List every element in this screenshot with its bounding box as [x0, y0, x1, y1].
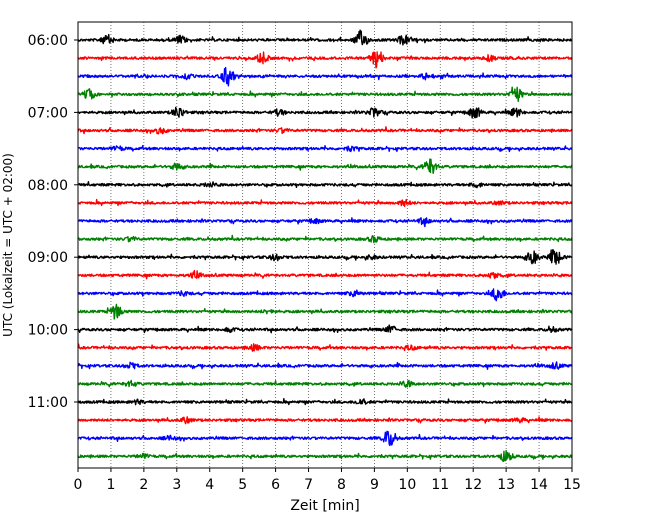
trace-lines — [77, 29, 573, 462]
x-tick-label: 12 — [464, 477, 482, 493]
trace-0930 — [77, 288, 573, 302]
x-tick-label: 14 — [530, 477, 548, 493]
trace-1030 — [77, 361, 573, 370]
trace-1145 — [77, 450, 573, 462]
x-tick-label: 9 — [370, 477, 379, 493]
x-tick-label: 7 — [304, 477, 313, 493]
trace-0700 — [77, 106, 573, 119]
x-tick-label: 4 — [205, 477, 214, 493]
trace-1115 — [77, 416, 573, 425]
x-tick-label: 6 — [271, 477, 280, 493]
x-tick-label: 10 — [398, 477, 416, 493]
trace-0745 — [77, 158, 573, 174]
y-ticks: 06:00 07:00 08:00 09:00 10:00 11:00 — [28, 33, 78, 411]
plot-frame — [77, 21, 573, 469]
y-tick-label: 09:00 — [28, 250, 68, 266]
x-tick-label: 13 — [497, 477, 515, 493]
trace-0900 — [77, 249, 573, 265]
x-tick-label: 2 — [139, 477, 148, 493]
trace-0845 — [77, 234, 573, 244]
trace-0645 — [77, 86, 573, 103]
trace-1000 — [77, 324, 573, 334]
plot-background — [78, 22, 572, 468]
x-axis-label: Zeit [min] — [290, 498, 359, 514]
x-tick-label: 0 — [74, 477, 83, 493]
y-tick-label: 11:00 — [28, 395, 68, 411]
grid-lines — [110, 22, 540, 468]
trace-0730 — [77, 145, 573, 153]
trace-0715 — [77, 126, 573, 135]
trace-1045 — [77, 379, 573, 388]
trace-0800 — [77, 181, 573, 189]
x-tick-label: 8 — [337, 477, 346, 493]
trace-0630 — [77, 66, 573, 87]
trace-0945 — [77, 303, 573, 320]
x-tick-label: 1 — [106, 477, 115, 493]
trace-1130 — [77, 430, 573, 447]
x-tick-label: 11 — [431, 477, 449, 493]
trace-0830 — [77, 217, 573, 228]
trace-0815 — [77, 198, 573, 208]
trace-0915 — [77, 269, 573, 280]
y-tick-label: 07:00 — [28, 105, 68, 121]
trace-0615 — [77, 51, 573, 69]
y-tick-label: 06:00 — [28, 33, 68, 49]
x-tick-label: 5 — [238, 477, 247, 493]
x-tick-label: 15 — [563, 477, 581, 493]
y-axis-label: UTC (Lokalzeit = UTC + 02:00) — [1, 153, 15, 337]
trace-1100 — [77, 398, 573, 406]
y-tick-label: 08:00 — [28, 178, 68, 194]
trace-0600 — [77, 29, 573, 46]
y-tick-label: 10:00 — [28, 323, 68, 339]
trace-1015 — [77, 343, 573, 352]
x-ticks: 0 1 2 3 4 5 6 7 8 9 10 11 12 13 14 15 — [74, 468, 581, 493]
x-tick-label: 3 — [172, 477, 181, 493]
